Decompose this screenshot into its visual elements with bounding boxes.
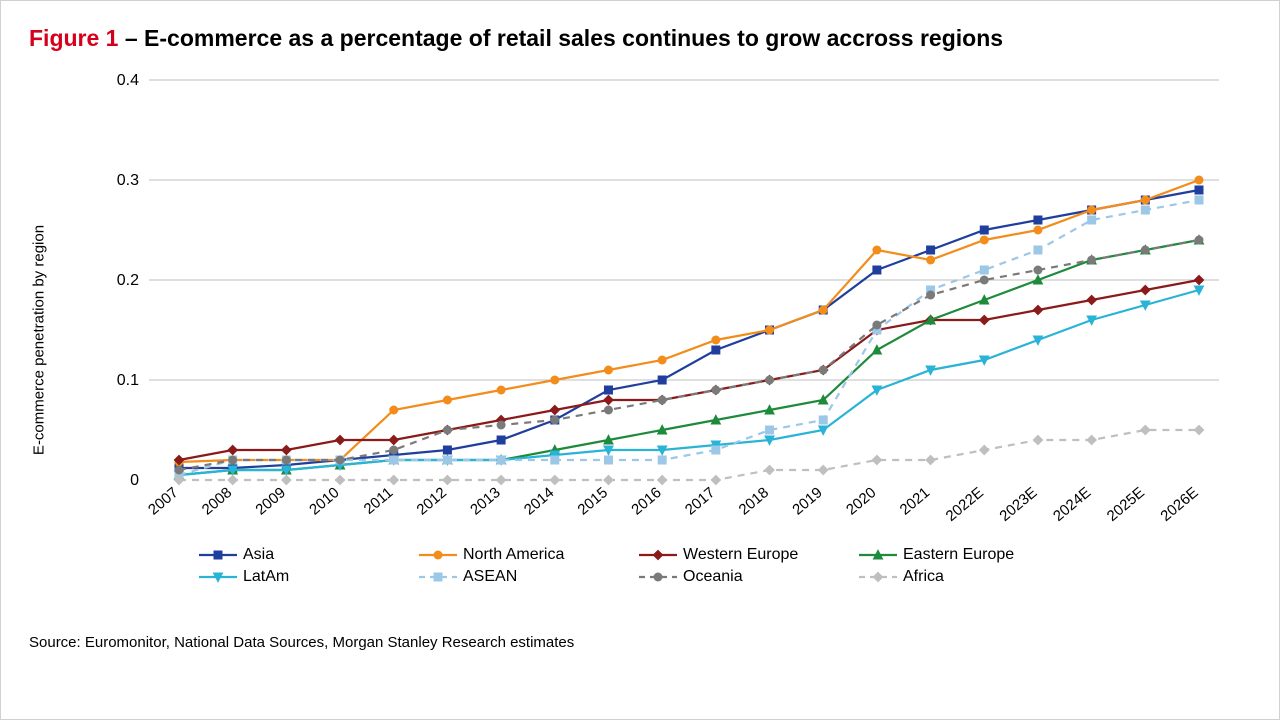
svg-text:2023E: 2023E	[996, 484, 1040, 525]
chart-area: E-commerce penetration by region 0 0.1 0.2…	[29, 60, 1251, 620]
chart-title: Figure 1 – E-commerce as a percentage of…	[29, 25, 1251, 52]
legend-item: North America	[419, 546, 639, 564]
legend-item: ASEAN	[419, 568, 639, 586]
svg-text:2016: 2016	[628, 484, 664, 518]
legend-label: Oceania	[683, 568, 743, 586]
y-axis-label: E-commerce penetration by region	[31, 225, 48, 455]
legend-swatch	[199, 570, 237, 584]
svg-text:2010: 2010	[306, 484, 342, 518]
svg-text:2018: 2018	[736, 484, 772, 518]
svg-text:2013: 2013	[467, 484, 503, 518]
legend-swatch	[419, 570, 457, 584]
svg-text:2026E: 2026E	[1157, 484, 1201, 525]
legend-label: Asia	[243, 546, 274, 564]
chart-legend: Asia North America Western Europe Eastern E…	[199, 546, 1251, 586]
svg-text:0.3: 0.3	[117, 172, 139, 189]
svg-text:2022E: 2022E	[943, 484, 987, 525]
svg-text:0.1: 0.1	[117, 372, 139, 389]
title-text: E-commerce as a percentage of retail sal…	[144, 25, 1003, 51]
svg-text:2014: 2014	[521, 484, 557, 518]
legend-label: Western Europe	[683, 546, 798, 564]
legend-item: Eastern Europe	[859, 546, 1079, 564]
legend-item: Asia	[199, 546, 419, 564]
legend-swatch	[859, 570, 897, 584]
figure-frame: Figure 1 – E-commerce as a percentage of…	[0, 0, 1280, 720]
svg-text:2015: 2015	[575, 484, 611, 518]
legend-swatch	[199, 548, 237, 562]
svg-text:2020: 2020	[843, 484, 879, 518]
svg-text:2021: 2021	[897, 484, 933, 518]
legend-swatch	[639, 570, 677, 584]
legend-item: Western Europe	[639, 546, 859, 564]
line-chart-svg: 0 0.1 0.2 0.3 0.4 2007 2008 2009 2010 2011 2012 201…	[29, 60, 1249, 540]
legend-swatch	[639, 548, 677, 562]
svg-text:2012: 2012	[413, 484, 449, 518]
legend-label: Eastern Europe	[903, 546, 1014, 564]
svg-text:2017: 2017	[682, 484, 718, 518]
title-sep: –	[118, 25, 144, 51]
svg-text:2009: 2009	[252, 484, 288, 518]
source-attribution: Source: Euromonitor, National Data Sourc…	[29, 634, 1251, 651]
svg-text:0.2: 0.2	[117, 272, 139, 289]
svg-text:0.4: 0.4	[117, 72, 139, 89]
svg-text:2025E: 2025E	[1104, 484, 1148, 525]
svg-text:2024E: 2024E	[1050, 484, 1094, 525]
legend-label: North America	[463, 546, 564, 564]
legend-swatch	[419, 548, 457, 562]
legend-swatch	[859, 548, 897, 562]
svg-text:0: 0	[130, 472, 139, 489]
legend-item: Africa	[859, 568, 1079, 586]
legend-item: LatAm	[199, 568, 419, 586]
legend-item: Oceania	[639, 568, 859, 586]
legend-label: LatAm	[243, 568, 289, 586]
legend-label: Africa	[903, 568, 944, 586]
svg-text:2011: 2011	[361, 484, 397, 518]
legend-label: ASEAN	[463, 568, 517, 586]
svg-text:2007: 2007	[145, 484, 181, 518]
svg-text:2019: 2019	[789, 484, 825, 518]
figure-label: Figure 1	[29, 25, 118, 51]
svg-text:2008: 2008	[199, 484, 235, 518]
